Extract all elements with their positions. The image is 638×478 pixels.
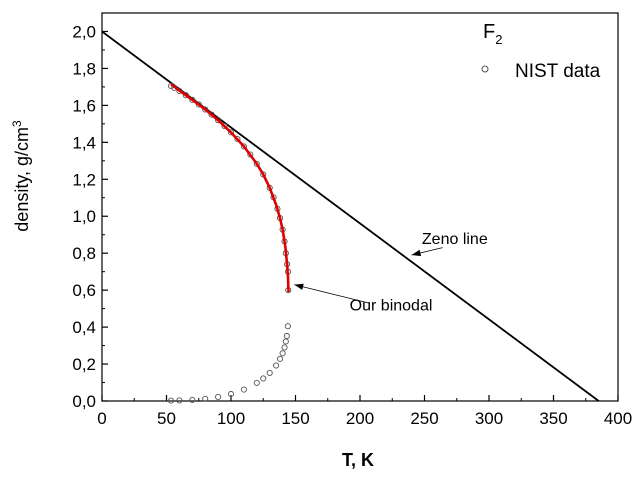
nist-data-point [253,379,260,386]
nist-data-point [182,92,189,99]
legend-title-subscript: 2 [495,32,502,47]
nist-data-point [189,96,196,103]
series-layer [101,30,600,404]
legend: F2 NIST data [481,21,601,82]
y-axis-title: density, g/cm3 [10,120,32,232]
nist-data-point [215,393,222,400]
legend-marker [481,65,489,73]
nist-data-point [195,101,202,108]
nist-data-point [273,362,280,369]
nist-data-point [221,123,228,130]
nist-data-point [253,160,260,167]
y-tick-label: 0,2 [72,355,96,374]
y-axis-title-text: density, g/cm [12,127,32,232]
x-tick-label: 0 [97,409,106,428]
nist-data-point [208,111,215,118]
x-tick-label: 200 [346,409,374,428]
y-tick-label: 0,8 [72,244,96,263]
nist-data-point [260,375,267,382]
zeno-line-arrowhead [411,249,422,257]
y-tick-label: 0,4 [72,318,96,337]
our-binodal-series [170,83,290,293]
nist-data-point [240,143,247,150]
nist-data-point [227,390,235,398]
y-tick-label: 1,4 [72,133,96,152]
x-tick-label: 100 [217,409,245,428]
x-tick-label: 50 [157,409,176,428]
y-axis-title-superscript: 3 [10,120,24,127]
y-tick-label: 1,0 [72,207,96,226]
y-tick-label: 0,0 [72,392,96,411]
nist-data-point [281,344,288,351]
nist-data-point [266,369,273,376]
x-tick-label: 250 [410,409,438,428]
y-tick-label: 1,8 [72,59,96,78]
zeno-line-annotation-label: Zeno line [422,231,488,248]
x-tick-label: 150 [281,409,309,428]
y-tick-label: 1,2 [72,170,96,189]
legend-label: NIST data [515,61,601,82]
nist-data-point [234,135,241,143]
annotation-layer: Zeno line Our binodal [294,231,488,314]
nist-data-point [215,117,222,124]
y-tick-label: 0,6 [72,281,96,300]
legend-title-main: F [483,21,495,43]
legend-title: F2 [483,21,502,47]
our-binodal-annotation-label: Our binodal [350,297,433,314]
nist-data-point [279,350,286,357]
nist-data-point [282,338,289,345]
nist-data-point [284,323,291,330]
x-tick-label: 300 [475,409,503,428]
nist-data-point [283,332,290,340]
axis-ticks: 0 50 100 150 200 250 300 350 400 0,0 0,2 0,4 0,6 0,8 1… [72,12,632,428]
nist-data-point [227,129,235,136]
nist-data-point [167,397,175,404]
x-axis-title: T, K [342,450,374,470]
nist-data-point [240,386,247,393]
nist-data-point [176,397,183,404]
our-binodal-arrow [294,284,370,304]
our-binodal-arrowhead [294,283,304,290]
nist-data-point [202,395,209,402]
nist-data-point [189,396,196,403]
x-tick-label: 400 [604,409,632,428]
nist-data-point [276,355,284,362]
y-tick-label: 1,6 [72,96,96,115]
y-tick-label: 2,0 [72,22,96,41]
x-tick-label: 350 [539,409,567,428]
nist-data-point [202,106,209,113]
